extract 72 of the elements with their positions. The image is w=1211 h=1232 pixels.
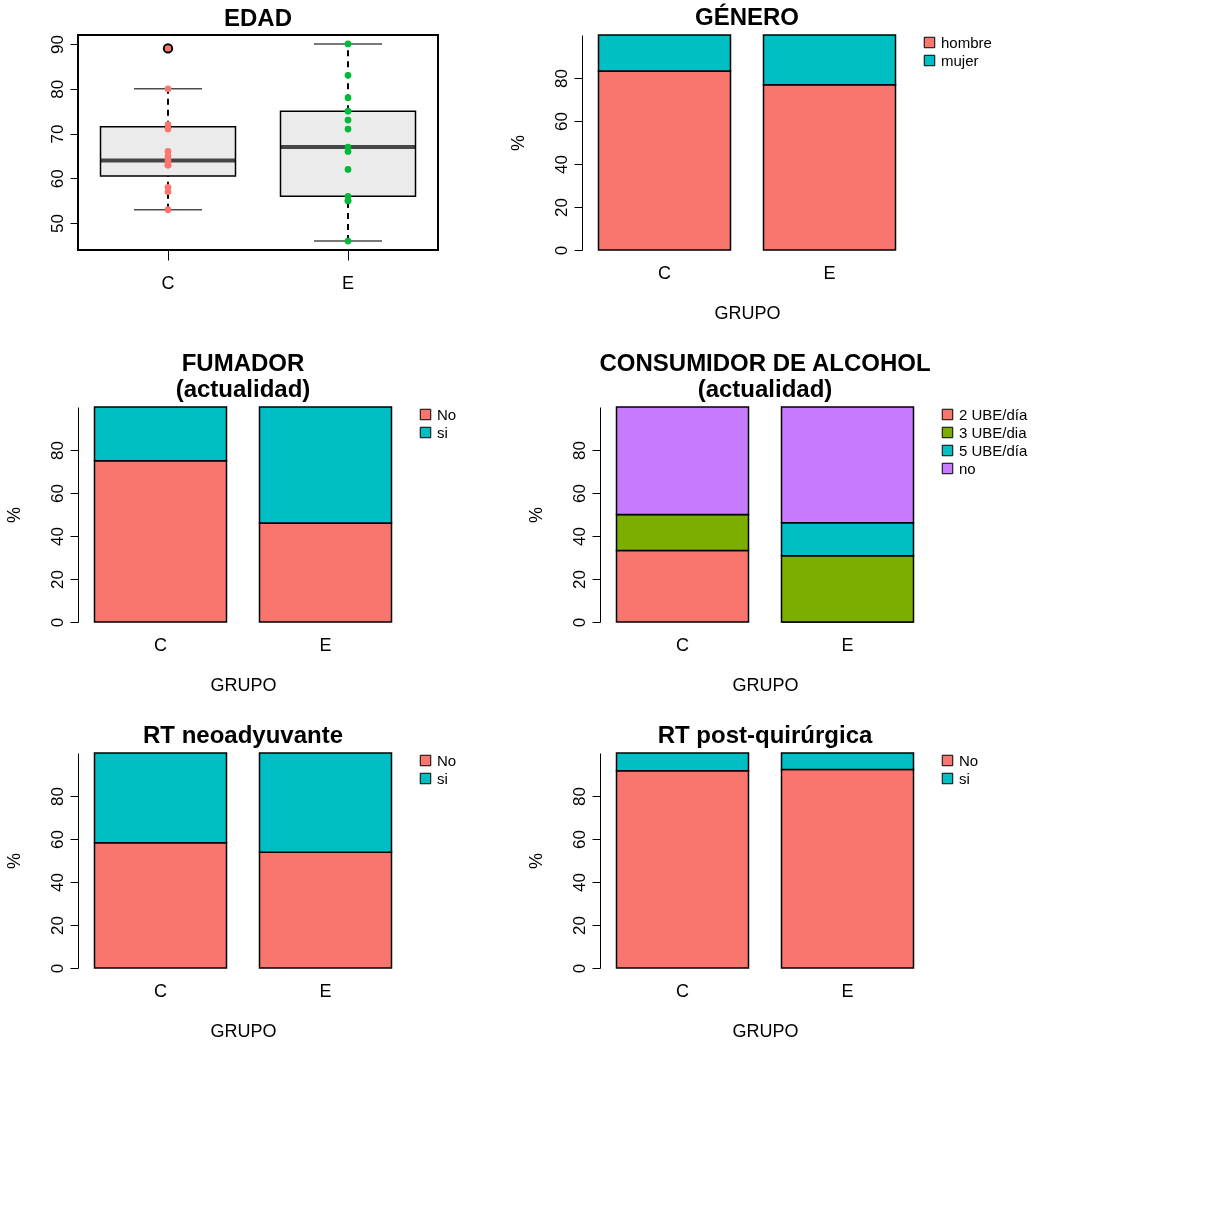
x-tick-label: E: [319, 634, 332, 655]
x-tick-label: C: [676, 980, 689, 1001]
y-tick-label: 0: [47, 617, 67, 628]
y-tick-label: 20: [569, 916, 589, 935]
chart-title: RT neoadyuvante: [142, 721, 344, 749]
x-tick-label: C: [154, 634, 167, 655]
y-tick-label: 0: [569, 617, 589, 628]
legend-label: 2 UBE/día: [959, 405, 1029, 423]
x-tick-label: C: [676, 634, 689, 655]
y-tick-label: 80: [569, 787, 589, 806]
y-tick-label: 60: [47, 830, 67, 849]
y-tick-label: 90: [47, 35, 67, 54]
y-tick-label: 40: [569, 527, 589, 546]
y-tick-label: 50: [47, 214, 67, 234]
y-axis-title: %: [3, 506, 24, 524]
legend-label: No: [437, 751, 457, 769]
legend-label: si: [437, 769, 448, 787]
y-tick-label: 60: [47, 169, 67, 189]
legend-label: No: [437, 405, 457, 423]
x-tick-label: C: [161, 272, 175, 293]
y-tick-label: 0: [47, 963, 67, 974]
x-axis-title: GRUPO: [732, 1020, 799, 1041]
x-axis-title: GRUPO: [210, 674, 277, 695]
y-tick-label: 80: [551, 69, 571, 88]
y-tick-label: 40: [47, 527, 67, 546]
y-axis-title: %: [507, 134, 528, 152]
y-tick-label: 0: [569, 963, 589, 974]
y-tick-label: 60: [551, 112, 571, 131]
y-tick-label: 60: [569, 830, 589, 849]
legend-label: si: [437, 423, 448, 441]
legend-label: 3 UBE/dia: [959, 423, 1028, 441]
x-tick-label: E: [841, 980, 854, 1001]
y-tick-label: 20: [551, 198, 571, 217]
y-tick-label: 80: [47, 441, 67, 460]
y-tick-label: 40: [551, 155, 571, 174]
y-tick-label: 80: [47, 787, 67, 806]
x-tick-label: C: [658, 262, 671, 283]
y-axis-title: %: [525, 506, 546, 524]
chart-title: EDAD: [223, 3, 293, 31]
y-tick-label: 20: [569, 570, 589, 589]
x-tick-label: E: [319, 980, 332, 1001]
chart-title: GÉNERO: [694, 3, 800, 31]
y-axis-title: %: [3, 852, 24, 870]
x-tick-label: E: [823, 262, 836, 283]
y-tick-label: 40: [47, 873, 67, 892]
legend-label: 5 UBE/día: [959, 441, 1029, 459]
chart-subtitle: (actualidad): [175, 375, 311, 403]
x-tick-label: E: [841, 634, 854, 655]
chart-title: RT post-quirúrgica: [657, 721, 873, 749]
y-tick-label: 80: [569, 441, 589, 460]
legend-label: mujer: [941, 51, 979, 69]
y-tick-label: 80: [47, 79, 67, 99]
chart-title: CONSUMIDOR DE ALCOHOL: [599, 349, 931, 377]
y-tick-label: 20: [47, 916, 67, 935]
chart-title: FUMADOR: [181, 349, 305, 377]
y-tick-label: 20: [47, 570, 67, 589]
chart-subtitle: (actualidad): [697, 375, 833, 403]
x-axis-title: GRUPO: [714, 302, 781, 323]
x-tick-label: C: [154, 980, 167, 1001]
y-tick-label: 70: [47, 124, 67, 144]
y-tick-label: 40: [569, 873, 589, 892]
legend-label: No: [959, 751, 979, 769]
y-tick-label: 0: [551, 245, 571, 256]
legend-label: hombre: [941, 33, 992, 51]
y-axis-title: %: [525, 852, 546, 870]
x-axis-title: GRUPO: [732, 674, 799, 695]
x-axis-title: GRUPO: [210, 1020, 277, 1041]
y-tick-label: 60: [569, 484, 589, 503]
legend-label: si: [959, 769, 970, 787]
x-tick-label: E: [341, 272, 355, 293]
y-tick-label: 60: [47, 484, 67, 503]
legend-label: no: [959, 459, 976, 477]
